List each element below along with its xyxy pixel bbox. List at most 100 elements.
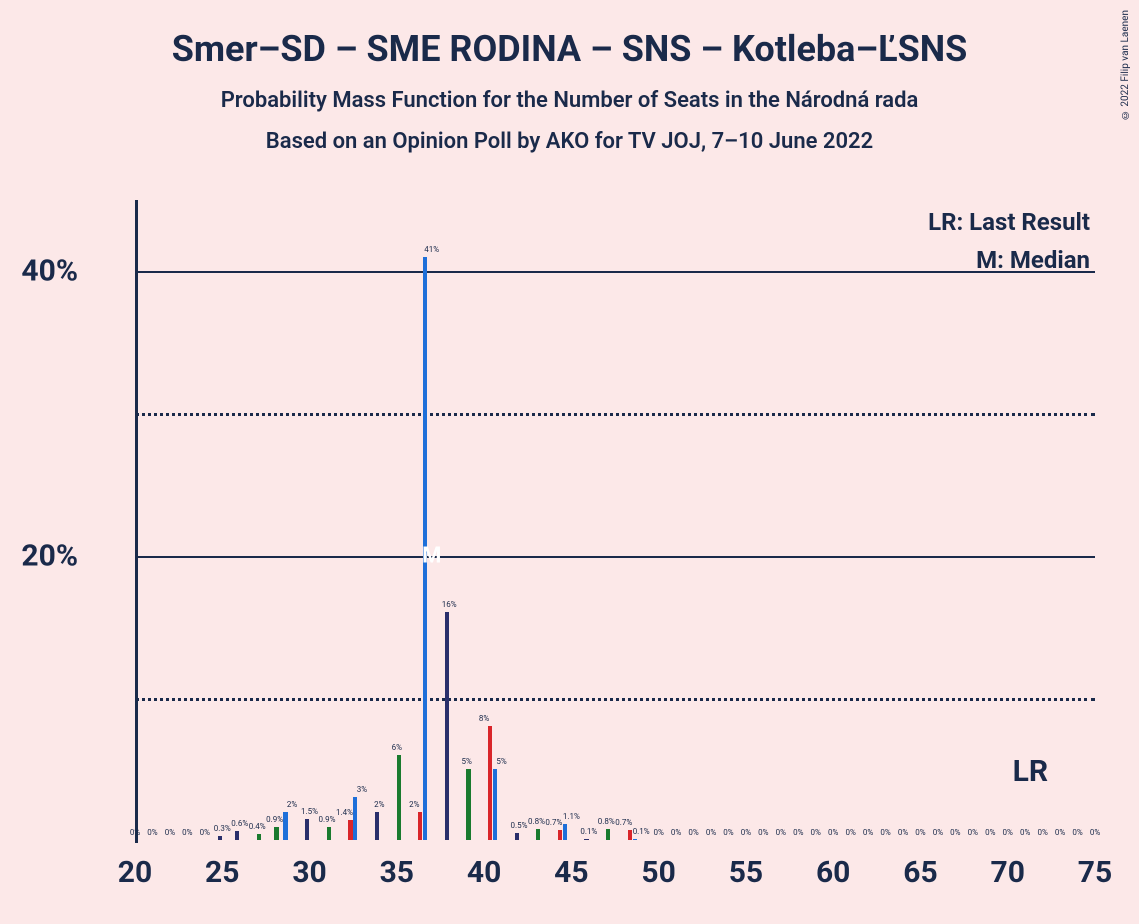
bar (348, 820, 352, 840)
bar (418, 812, 422, 840)
bar-value-label: 0% (1037, 828, 1047, 837)
bar (584, 839, 588, 840)
x-tick-label: 70 (991, 855, 1025, 890)
bar-value-label: 3% (357, 785, 367, 794)
bar (488, 726, 492, 840)
bar-value-label: 0.1% (633, 827, 650, 836)
y-tick-label: 20% (21, 538, 78, 573)
bar-value-label: 0.4% (249, 822, 266, 831)
copyright-text: © 2022 Filip van Laenen (1120, 10, 1131, 120)
bar (563, 824, 567, 840)
bar-value-label: 0% (985, 828, 995, 837)
x-tick-label: 50 (641, 855, 675, 890)
bar (274, 827, 278, 840)
bar (257, 834, 261, 840)
bar (423, 257, 427, 840)
x-tick-label: 25 (205, 855, 239, 890)
bar-value-label: 0.9% (266, 815, 283, 824)
bar-value-label: 0% (653, 828, 663, 837)
x-tick-label: 75 (1078, 855, 1112, 890)
bar (375, 812, 379, 840)
bar (283, 812, 287, 840)
bar-value-label: 8% (479, 714, 489, 723)
bar (606, 829, 610, 840)
bar-value-label: 0% (793, 828, 803, 837)
bar-value-label: 1.1% (563, 812, 580, 821)
bar-value-label: 2% (374, 800, 384, 809)
bar-value-label: 0.1% (580, 827, 597, 836)
bar-value-label: 0% (811, 828, 821, 837)
bar-value-label: 5% (496, 757, 506, 766)
bar (235, 831, 239, 840)
bar-value-label: 41% (424, 245, 439, 254)
bar-value-label: 0% (863, 828, 873, 837)
bar-value-label: 0% (706, 828, 716, 837)
chart-container: 20%40% 202530354045505560657075 0%0%0%0%… (110, 200, 1100, 840)
bar (628, 830, 632, 840)
bar-value-label: 0.7% (545, 818, 562, 827)
x-tick-label: 45 (554, 855, 588, 890)
plot-area: 0%0%0%0%0%0.3%0.6%0.4%0.9%2%1.5%0.9%1.4%… (135, 200, 1095, 840)
bar-value-label: 0% (1003, 828, 1013, 837)
bar (397, 755, 401, 840)
bar-value-label: 2% (287, 800, 297, 809)
bar-value-label: 0.8% (528, 817, 545, 826)
bar-value-label: 0% (950, 828, 960, 837)
x-tick-label: 40 (467, 855, 501, 890)
bar (305, 819, 309, 840)
bar-value-label: 0% (968, 828, 978, 837)
bar-value-label: 0% (845, 828, 855, 837)
x-tick-label: 65 (903, 855, 937, 890)
bar-value-label: 6% (392, 743, 402, 752)
bar-value-label: 1.5% (301, 807, 318, 816)
bar-value-label: 0% (828, 828, 838, 837)
bar-value-label: 0.3% (214, 824, 231, 833)
bar-value-label: 0.6% (231, 819, 248, 828)
legend-lr: LR: Last Result (928, 208, 1090, 236)
bar-value-label: 0% (130, 828, 140, 837)
bar-value-label: 0% (200, 828, 210, 837)
bar (633, 839, 637, 840)
bar-value-label: 16% (442, 600, 457, 609)
x-tick-label: 55 (729, 855, 763, 890)
bar-value-label: 0% (182, 828, 192, 837)
bar-value-label: 0.7% (615, 818, 632, 827)
bar-value-label: 0% (776, 828, 786, 837)
bar (353, 797, 357, 840)
bar-value-label: 5% (461, 757, 471, 766)
bar-value-label: 0% (1090, 828, 1100, 837)
legend-m: M: Median (976, 246, 1090, 274)
bar-value-label: 0% (1020, 828, 1030, 837)
x-tick-label: 30 (292, 855, 326, 890)
bar-value-label: 0% (741, 828, 751, 837)
lr-marker-label: LR (1013, 754, 1048, 789)
bar-value-label: 0.8% (598, 817, 615, 826)
bar-value-label: 0% (723, 828, 733, 837)
bar-value-label: 0.5% (511, 821, 528, 830)
bar-value-label: 0% (165, 828, 175, 837)
bar (466, 769, 470, 840)
bar-value-label: 0% (758, 828, 768, 837)
bar-value-label: 0% (880, 828, 890, 837)
bar (493, 769, 497, 840)
bar (515, 833, 519, 840)
y-tick-label: 40% (21, 254, 78, 289)
bar-value-label: 0% (933, 828, 943, 837)
bar-value-label: 0% (688, 828, 698, 837)
chart-subtitle: Probability Mass Function for the Number… (0, 88, 1139, 113)
bar (558, 830, 562, 840)
bar-value-label: 0% (671, 828, 681, 837)
bar-value-label: 0.9% (319, 815, 336, 824)
x-tick-label: 20 (118, 855, 152, 890)
chart-title: Smer–SD – SME RODINA – SNS – Kotleba–ĽSN… (0, 0, 1139, 70)
bar-value-label: 0% (147, 828, 157, 837)
bar (445, 612, 449, 840)
bar-value-label: 0% (915, 828, 925, 837)
bar (218, 836, 222, 840)
x-tick-label: 35 (380, 855, 414, 890)
bar-value-label: 0% (1072, 828, 1082, 837)
bar-value-label: 2% (409, 800, 419, 809)
chart-subtitle2: Based on an Opinion Poll by AKO for TV J… (0, 129, 1139, 154)
bar-value-label: 1.4% (336, 808, 353, 817)
bar (536, 829, 540, 840)
